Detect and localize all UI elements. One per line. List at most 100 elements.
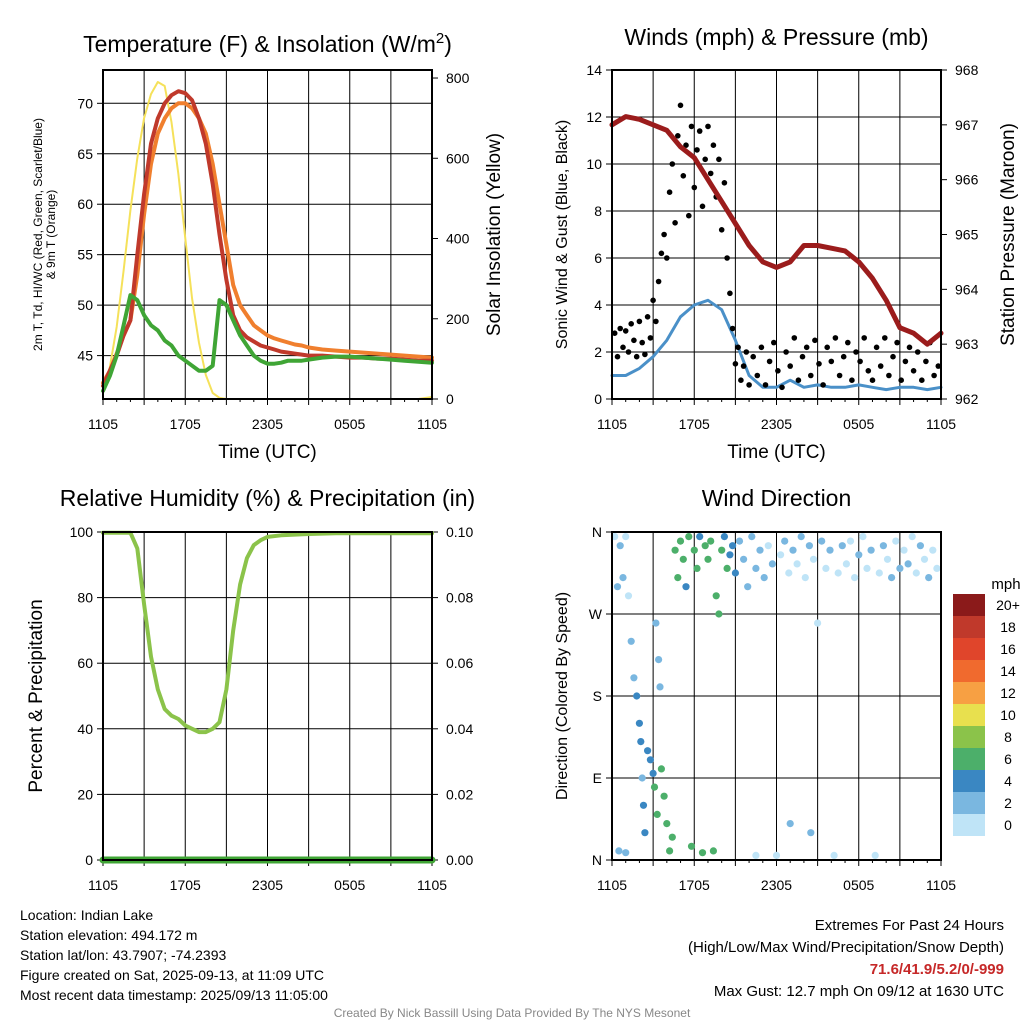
- gust-point: [906, 344, 913, 351]
- gust-point: [849, 377, 855, 384]
- y-tick-label: 14: [586, 62, 602, 78]
- title-superscript: 2: [436, 30, 444, 47]
- direction-point: [830, 851, 838, 860]
- legend-swatch: [953, 638, 985, 660]
- x-tick-label: 2305: [761, 877, 792, 893]
- gust-point: [642, 351, 648, 358]
- gust-point: [799, 353, 806, 360]
- direction-point: [740, 555, 748, 563]
- direction-point: [715, 610, 723, 618]
- legend-swatch: [953, 792, 985, 814]
- gust-point: [732, 361, 739, 367]
- direction-point: [655, 656, 663, 664]
- y-axis-label: Percent & Precipitation: [26, 599, 47, 792]
- y2-axis-label-group: Solar Insolation (Yellow): [484, 133, 505, 336]
- direction-point: [627, 637, 635, 645]
- panel-title: Wind Direction: [702, 485, 852, 511]
- gust-point: [820, 382, 826, 388]
- humidity-line: [101, 530, 434, 735]
- direction-point: [752, 564, 760, 573]
- gust-point: [650, 297, 656, 304]
- gust-point: [639, 339, 645, 346]
- y2-tick-label: 800: [446, 70, 470, 86]
- direction-point: [720, 533, 729, 541]
- direction-point: [666, 847, 674, 855]
- direction-point: [693, 564, 701, 573]
- direction-point: [822, 564, 830, 573]
- gust-point: [824, 344, 830, 351]
- extremes-values: 71.6/41.9/5.2/0/-999: [869, 961, 1004, 978]
- direction-point: [650, 783, 659, 791]
- legend-label: 16: [1000, 641, 1016, 657]
- credit-line: Created By Nick Bassill Using Data Provi…: [333, 1006, 691, 1020]
- direction-point: [764, 542, 772, 550]
- gust-point: [877, 363, 884, 369]
- legend-swatch: [953, 616, 985, 638]
- direction-point: [622, 849, 630, 857]
- y2-tick-label: 0.00: [446, 852, 473, 868]
- direction-point: [925, 574, 933, 582]
- y-tick-label: 6: [594, 250, 602, 266]
- x-tick-label: 1705: [679, 877, 710, 893]
- gust-point: [754, 372, 761, 379]
- x-tick-label: 1105: [88, 877, 118, 893]
- y-axis-label-group: 2m T, Td, HI/WC (Red, Green, Scarlet/Blu…: [31, 118, 58, 351]
- legend-label: 8: [1004, 729, 1012, 745]
- direction-point: [793, 560, 801, 568]
- x-tick-label: 0505: [843, 416, 874, 432]
- x-tick-label: 1105: [417, 416, 447, 432]
- gust-point: [816, 361, 822, 367]
- x-tick-label: 0505: [334, 416, 365, 432]
- plot-border: [611, 531, 942, 861]
- gust-point: [890, 353, 896, 360]
- extremes-title: Extremes For Past 24 Hours: [814, 917, 1004, 934]
- direction-point: [735, 537, 744, 545]
- wind-speed-legend: mph 20+ 18 16 14 12 10 8 6 4 2 0: [953, 576, 1021, 836]
- gust-point: [699, 203, 706, 210]
- direction-point: [818, 537, 826, 545]
- y2-axis-label: Solar Insolation (Yellow): [484, 133, 505, 336]
- legend-swatch: [953, 770, 985, 792]
- gust-point: [783, 349, 789, 355]
- direction-point: [807, 829, 815, 837]
- y-tick-label: N: [592, 852, 602, 868]
- y2-tick-label: 968: [955, 62, 979, 78]
- gust-point: [812, 337, 818, 344]
- y-axis-label-group: Direction (Colored By Speed): [554, 592, 571, 800]
- x-tick-label: 1105: [597, 416, 627, 432]
- y2-tick-label: 0.08: [446, 590, 473, 606]
- gust-point: [779, 384, 785, 391]
- x-tick-label: 1105: [417, 877, 447, 893]
- y-tick-label: 60: [77, 655, 93, 671]
- direction-point: [663, 820, 671, 828]
- gust-point: [669, 161, 676, 167]
- legend-label: 18: [1000, 619, 1016, 635]
- gust-point: [694, 147, 700, 153]
- y2-tick-label: 0.04: [446, 721, 473, 737]
- dewpoint-line: [101, 293, 434, 393]
- y2-tick-label: 600: [446, 150, 470, 166]
- direction-point: [863, 564, 871, 573]
- y2-tick-label: 965: [955, 227, 979, 243]
- legend-label: 14: [1000, 663, 1016, 679]
- y2-tick-label: 0.06: [446, 655, 473, 671]
- direction-point: [723, 564, 731, 573]
- direction-point: [777, 551, 785, 559]
- direction-point: [615, 847, 623, 855]
- y-tick-label: 8: [594, 203, 602, 219]
- extremes-subtitle: (High/Low/Max Wind/Precipitation/Snow De…: [688, 939, 1004, 956]
- direction-point: [657, 765, 666, 773]
- gust-point: [740, 363, 747, 369]
- direction-point: [842, 560, 851, 568]
- gust-point: [664, 255, 670, 261]
- y2-tick-label: 964: [955, 281, 979, 297]
- gust-point: [625, 349, 632, 355]
- direction-point: [756, 546, 764, 554]
- pressure-line: [609, 114, 944, 347]
- direction-point: [760, 574, 768, 582]
- x-tick-label: 1105: [597, 877, 627, 893]
- direction-point: [685, 533, 693, 541]
- y-axis-label: & 9m T (Orange): [44, 190, 58, 280]
- direction-point: [892, 537, 900, 545]
